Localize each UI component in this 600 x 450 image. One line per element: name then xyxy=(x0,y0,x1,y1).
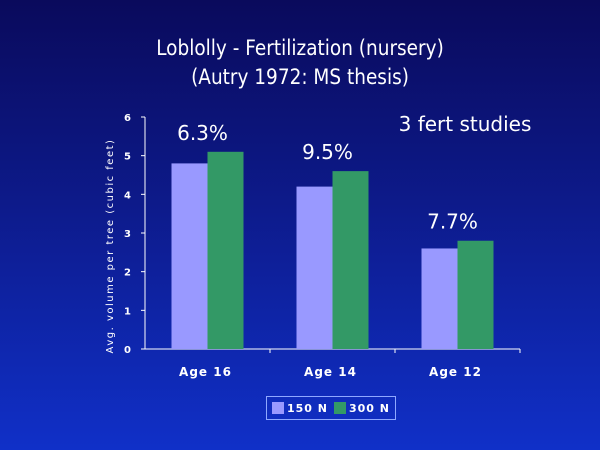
bar-300n-age-16 xyxy=(207,151,244,349)
bar-150n-age-16 xyxy=(171,163,208,349)
legend-swatch-150n xyxy=(272,402,284,414)
percent-label: 9.5% xyxy=(302,140,353,164)
x-tick-label: Age 16 xyxy=(179,365,232,379)
percent-label: 6.3% xyxy=(177,121,228,145)
legend-item-300n: 300 N xyxy=(334,402,390,415)
legend-label-300n: 300 N xyxy=(349,401,390,415)
y-tick-label: 2 xyxy=(124,268,131,279)
y-tick-label: 3 xyxy=(124,229,131,240)
legend-item-150n: 150 N xyxy=(272,402,328,415)
y-tick-label: 4 xyxy=(124,190,131,201)
y-tick-label: 5 xyxy=(124,152,131,163)
bar-300n-age-14 xyxy=(332,171,369,349)
legend-label-150n: 150 N xyxy=(287,401,328,415)
percent-label: 7.7% xyxy=(427,210,478,234)
y-tick-label: 6 xyxy=(124,113,131,124)
y-tick-label: 0 xyxy=(124,345,131,356)
chart-bars xyxy=(171,151,494,349)
bar-300n-age-12 xyxy=(457,240,494,349)
bar-150n-age-12 xyxy=(421,248,458,349)
note-annotation: 3 fert studies xyxy=(399,112,532,136)
chart-axes: 0 1 2 3 4 5 6 Age 16 Age 14 Age 12 xyxy=(124,113,521,379)
bar-150n-age-14 xyxy=(296,186,333,349)
x-tick-label: Age 14 xyxy=(304,365,357,379)
chart-title-line2: (Autry 1972: MS thesis) xyxy=(191,65,409,89)
y-axis-label: Avg. volume per tree (cubic feet) xyxy=(105,139,116,354)
chart-labels: 6.3% 9.5% 7.7% xyxy=(177,121,478,234)
legend: 150 N 300 N xyxy=(266,396,396,420)
legend-swatch-300n xyxy=(334,402,346,414)
y-tick-label: 1 xyxy=(124,306,131,317)
x-tick-label: Age 12 xyxy=(429,365,482,379)
chart-title-line1: Loblolly - Fertilization (nursery) xyxy=(156,36,444,60)
chart-title: Loblolly - Fertilization (nursery) (Autr… xyxy=(36,34,564,92)
